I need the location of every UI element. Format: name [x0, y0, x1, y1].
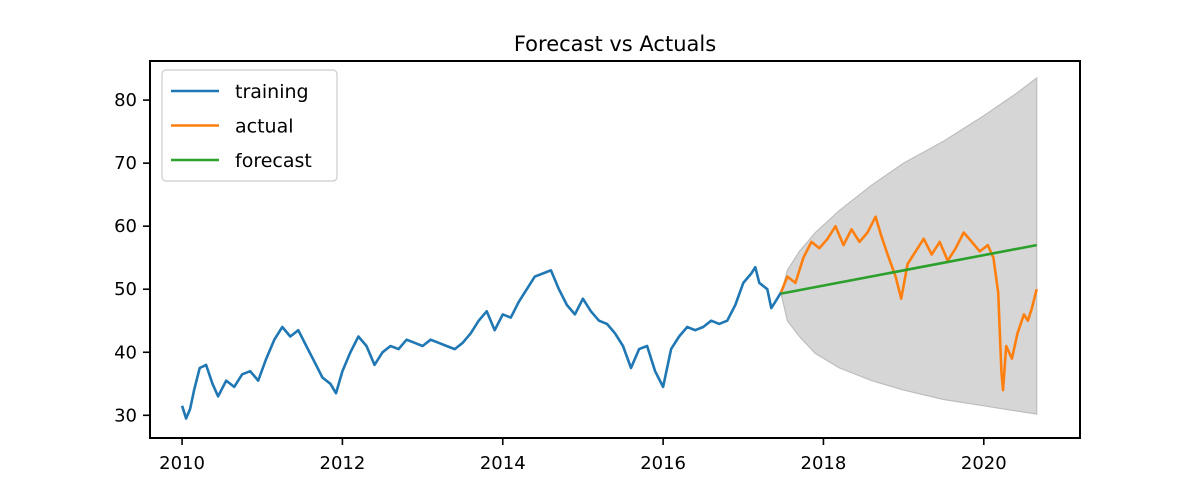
y-tick-label: 60: [114, 216, 137, 237]
legend: training actual forecast: [161, 69, 338, 182]
x-tick-label: 2018: [801, 453, 847, 474]
y-tick-label: 70: [114, 153, 137, 174]
y-tick-label: 50: [114, 279, 137, 300]
legend-box: [161, 69, 338, 182]
legend-label-forecast: forecast: [235, 150, 312, 172]
confidence-band: [780, 76, 1038, 415]
y-tick-label: 80: [114, 90, 137, 111]
plot-frame: [149, 60, 1081, 439]
legend-label-actual: actual: [235, 116, 294, 138]
y-tick-label: 40: [114, 342, 137, 363]
x-tick-label: 2016: [640, 453, 686, 474]
y-tick-label: 30: [114, 405, 137, 426]
x-tick-label: 2012: [320, 453, 366, 474]
confidence-band-layer: [780, 76, 1038, 415]
series-line-actual: [779, 215, 1038, 392]
axes-layer: 2010 2012 2014 2016 2018 2020 30 40 50 60 70 80: [114, 60, 1081, 474]
x-tick-label: 2014: [480, 453, 526, 474]
x-tick-label: 2010: [159, 453, 205, 474]
x-tick-label: 2020: [961, 453, 1007, 474]
chart-title: Forecast vs Actuals: [514, 32, 716, 56]
series-line-forecast: [780, 243, 1037, 295]
series-line-training: [180, 265, 783, 420]
legend-label-training: training: [235, 81, 309, 103]
series-layer: [180, 215, 1038, 420]
